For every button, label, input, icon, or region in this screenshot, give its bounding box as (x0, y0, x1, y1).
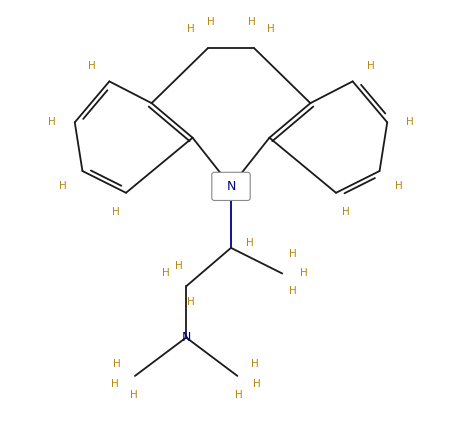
Text: H: H (289, 286, 296, 296)
Text: H: H (162, 268, 170, 279)
Text: H: H (175, 261, 182, 271)
Text: H: H (248, 17, 255, 28)
Text: H: H (342, 207, 350, 217)
Text: H: H (113, 360, 121, 369)
Text: H: H (300, 268, 308, 279)
Text: H: H (253, 379, 261, 389)
Text: H: H (130, 390, 138, 400)
Text: H: H (112, 207, 120, 217)
Text: H: H (395, 181, 403, 191)
Text: H: H (207, 17, 214, 28)
Text: H: H (235, 390, 243, 400)
Text: N: N (226, 180, 236, 193)
Text: N: N (182, 331, 191, 344)
Text: H: H (251, 360, 259, 369)
Text: H: H (59, 181, 67, 191)
Text: H: H (87, 61, 95, 71)
Text: H: H (367, 61, 375, 71)
Text: H: H (246, 238, 254, 248)
Text: H: H (188, 297, 195, 307)
Text: H: H (188, 24, 195, 34)
Text: H: H (267, 24, 274, 34)
Text: H: H (110, 379, 118, 389)
FancyBboxPatch shape (212, 172, 250, 201)
Text: H: H (407, 117, 414, 127)
Text: H: H (289, 249, 296, 259)
Text: H: H (48, 117, 55, 127)
